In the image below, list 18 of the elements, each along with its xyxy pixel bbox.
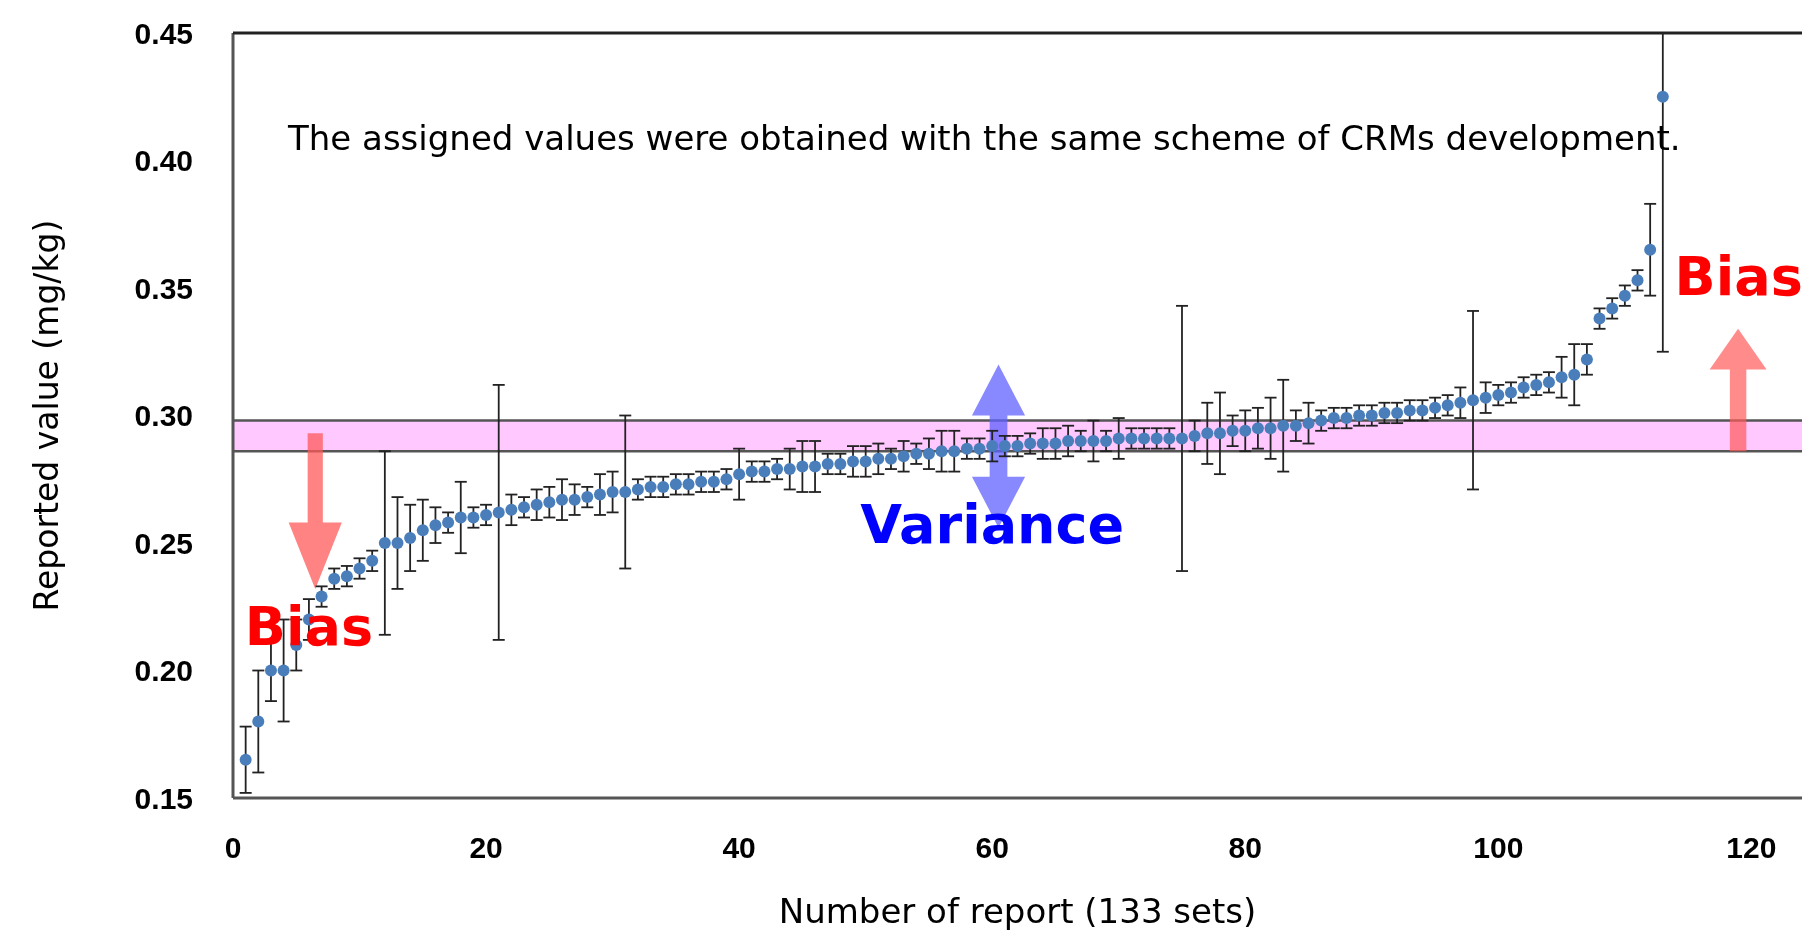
x-tick-label: 20	[469, 831, 503, 864]
annotation: Bias	[1674, 244, 1803, 308]
x-tick-label: 100	[1473, 831, 1524, 864]
x-tick-label: 80	[1228, 831, 1262, 864]
y-tick-label: 0.45	[134, 16, 193, 50]
x-tick-label: 40	[722, 831, 756, 864]
annotation: Variance	[860, 493, 1125, 556]
y-tick-label: 0.35	[134, 271, 193, 305]
y-tick-label: 0.15	[134, 781, 193, 815]
x-tick-label: 120	[1726, 831, 1777, 864]
x-axis-title: Number of report (133 sets)	[778, 891, 1257, 931]
x-tick-label: 60	[975, 831, 1009, 864]
x-tick-label: 0	[224, 831, 242, 864]
y-tick-label: 0.25	[134, 526, 193, 560]
y-tick-label: 0.40	[134, 144, 193, 177]
y-axis-title: Reported value (mg/kg)	[27, 219, 66, 612]
y-tick-label: 0.20	[134, 654, 193, 687]
y-tick-label: 0.30	[134, 399, 193, 432]
